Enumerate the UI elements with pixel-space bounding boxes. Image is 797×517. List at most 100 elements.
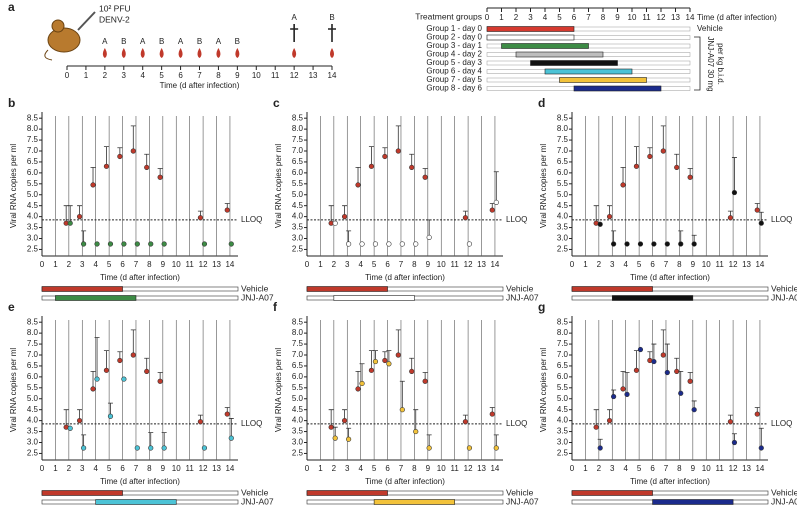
x-tick-label: 10 xyxy=(702,464,711,473)
data-point xyxy=(103,163,110,169)
data-point xyxy=(103,367,110,373)
y-tick-label: 7.5 xyxy=(292,339,304,348)
x-tick-label: 4 xyxy=(358,260,363,269)
treatment-bar xyxy=(544,68,633,75)
x-tick-label: 11 xyxy=(716,260,725,269)
x-tick-label: 12 xyxy=(199,464,208,473)
y-tick-label: 2.5 xyxy=(557,449,569,458)
x-tick-label: 9 xyxy=(426,464,431,473)
y-tick-label: 4.0 xyxy=(27,212,39,221)
error-bar xyxy=(399,380,405,410)
blood-drop xyxy=(178,48,183,58)
y-tick-label: 6.0 xyxy=(27,372,39,381)
y-tick-label: 6.5 xyxy=(292,361,304,370)
blood-drop xyxy=(140,48,145,58)
x-tick-label: 2 xyxy=(67,464,72,473)
data-point xyxy=(409,368,415,375)
legend-label: Vehicle xyxy=(771,487,797,497)
y-tick-label: 5.5 xyxy=(557,383,569,392)
tick-label: 5 xyxy=(159,71,164,80)
x-tick-label: 3 xyxy=(610,464,615,473)
data-point xyxy=(117,153,123,160)
data-point xyxy=(228,241,234,247)
y-tick-label: 2.5 xyxy=(292,245,304,254)
x-tick-label: 2 xyxy=(597,260,602,269)
error-bar xyxy=(67,205,73,224)
y-tick-label: 6.0 xyxy=(292,372,304,381)
data-point xyxy=(413,428,419,435)
y-axis-label: Viral RNA copies per ml xyxy=(539,144,548,229)
y-tick-label: 7.5 xyxy=(27,135,39,144)
tick-label: 3 xyxy=(528,13,533,22)
error-bar xyxy=(413,409,419,432)
error-bar xyxy=(426,219,432,238)
y-axis-label: Viral RNA copies per ml xyxy=(9,144,18,229)
data-point xyxy=(395,148,401,154)
tick-label: 10 xyxy=(252,71,261,80)
tick-label: 1 xyxy=(499,13,504,22)
data-point xyxy=(346,436,352,442)
y-tick-label: 4.5 xyxy=(292,405,304,414)
virus: DENV-2 xyxy=(99,14,130,24)
tick-label: 1 xyxy=(84,71,89,80)
data-point xyxy=(201,445,208,451)
x-tick-label: 5 xyxy=(107,260,112,269)
vehicle-label: Vehicle xyxy=(697,24,723,33)
sample-label: A xyxy=(140,37,146,46)
treatment-bar xyxy=(530,60,618,66)
data-point xyxy=(76,214,83,220)
y-tick-label: 3.0 xyxy=(557,234,569,243)
x-tick-label: 3 xyxy=(345,260,350,269)
data-point xyxy=(691,241,697,247)
data-point xyxy=(620,386,626,392)
data-point xyxy=(341,214,348,220)
legend-label: JNJ-A07 xyxy=(241,292,274,302)
lloq-label: LLOQ xyxy=(506,215,527,224)
data-point xyxy=(67,220,73,226)
panel-letter: e xyxy=(8,300,15,314)
x-tick-label: 9 xyxy=(426,260,431,269)
data-point xyxy=(633,163,640,169)
x-tick-label: 13 xyxy=(212,464,221,473)
y-tick-label: 8.0 xyxy=(27,328,39,337)
sample-label: B xyxy=(197,37,202,46)
y-tick-label: 8.5 xyxy=(557,317,569,326)
data-point xyxy=(606,418,613,424)
tick-label: 4 xyxy=(140,71,145,80)
data-point xyxy=(81,445,87,451)
tick-label: 8 xyxy=(601,13,606,22)
x-tick-label: 3 xyxy=(610,260,615,269)
data-point xyxy=(157,378,163,384)
data-point xyxy=(94,376,100,382)
data-point xyxy=(620,182,626,188)
y-tick-label: 4.0 xyxy=(27,416,39,425)
error-bar xyxy=(103,146,109,167)
mouse-icon xyxy=(44,11,96,61)
treatment-bar xyxy=(41,490,123,496)
tick-label: 0 xyxy=(485,13,490,22)
x-tick-label: 13 xyxy=(477,260,486,269)
data-point xyxy=(121,241,127,247)
treatment-bar xyxy=(486,26,575,32)
error-bar xyxy=(130,329,136,355)
x-tick-label: 0 xyxy=(305,260,310,269)
lloq-label: LLOQ xyxy=(771,215,792,224)
data-point xyxy=(687,378,693,384)
data-point xyxy=(355,182,361,188)
data-point xyxy=(355,386,361,392)
y-tick-label: 4.0 xyxy=(292,416,304,425)
data-point xyxy=(651,241,657,247)
data-point xyxy=(727,419,734,425)
x-tick-label: 8 xyxy=(677,260,682,269)
x-tick-label: 9 xyxy=(161,464,166,473)
x-tick-label: 6 xyxy=(385,464,390,473)
data-point xyxy=(633,367,640,373)
chart-panel: g Viral RNA copies per ml Time (d after in… xyxy=(538,300,797,506)
y-tick-label: 4.0 xyxy=(292,212,304,221)
y-tick-label: 6.0 xyxy=(27,168,39,177)
y-tick-label: 7.0 xyxy=(557,350,569,359)
data-point xyxy=(731,189,738,196)
x-tick-label: 9 xyxy=(691,260,696,269)
data-point xyxy=(674,164,680,171)
data-point xyxy=(660,148,666,154)
